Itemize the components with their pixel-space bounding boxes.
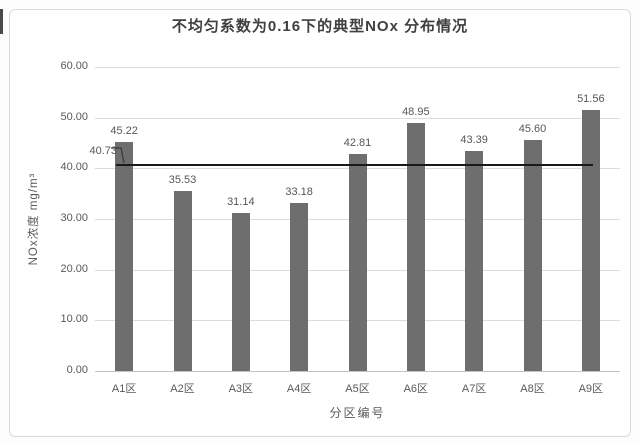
x-tick-label: A6区 — [403, 383, 429, 395]
bar — [115, 141, 134, 371]
y-tick-label: 30.00 — [60, 212, 88, 224]
bar-value-label: 45.60 — [518, 122, 547, 135]
average-line-label: 40.73 — [89, 145, 117, 157]
x-axis-title: 分区编号 — [329, 406, 386, 420]
y-tick-label: 0.00 — [66, 364, 88, 376]
x-tick-label: A3区 — [228, 383, 254, 395]
bar-value-label: 48.95 — [402, 105, 430, 118]
bar — [523, 139, 542, 371]
gridline — [95, 117, 620, 119]
y-tick-label: 60.00 — [60, 60, 88, 72]
bar-value-label: 35.53 — [168, 173, 197, 186]
plot-area: 45.22 A1区 35.53 A2区 31.14 A3区 33.18 A4区 42.81 A5区… — [95, 67, 620, 395]
bar-value-label: 42.81 — [343, 137, 372, 150]
average-reference-line — [116, 163, 593, 166]
bar — [290, 202, 309, 371]
bar — [348, 154, 367, 371]
gridline — [95, 67, 620, 68]
bar-value-label: 43.39 — [460, 134, 488, 147]
x-tick-label: A9区 — [578, 383, 604, 395]
y-tick-label: 40.00 — [60, 161, 88, 174]
x-tick-label: A7区 — [461, 383, 487, 395]
y-tick-label: 10.00 — [60, 313, 88, 326]
scan-artifact — [0, 9, 3, 34]
bar — [231, 213, 250, 371]
x-tick-label: A1区 — [111, 383, 137, 395]
bar-value-label: 45.22 — [110, 124, 138, 137]
bar — [173, 190, 192, 371]
bar-value-label: 31.14 — [227, 196, 255, 209]
bar-value-label: 33.18 — [285, 185, 313, 198]
bar-value-label: 51.56 — [577, 92, 605, 105]
chart-title: 不均匀系数为0.16下的典型NOx 分布情况 — [171, 18, 469, 35]
x-tick-label: A4区 — [286, 383, 312, 395]
bar — [581, 109, 600, 371]
annotation-leader-line — [111, 147, 125, 164]
x-tick-label: A2区 — [170, 383, 195, 395]
x-axis-line — [95, 371, 620, 372]
bar — [406, 122, 425, 371]
y-tick-label: 20.00 — [60, 262, 88, 275]
y-tick-label: 50.00 — [60, 110, 88, 123]
bar — [465, 151, 484, 371]
x-tick-label: A8区 — [520, 383, 545, 395]
x-tick-label: A5区 — [345, 383, 370, 395]
